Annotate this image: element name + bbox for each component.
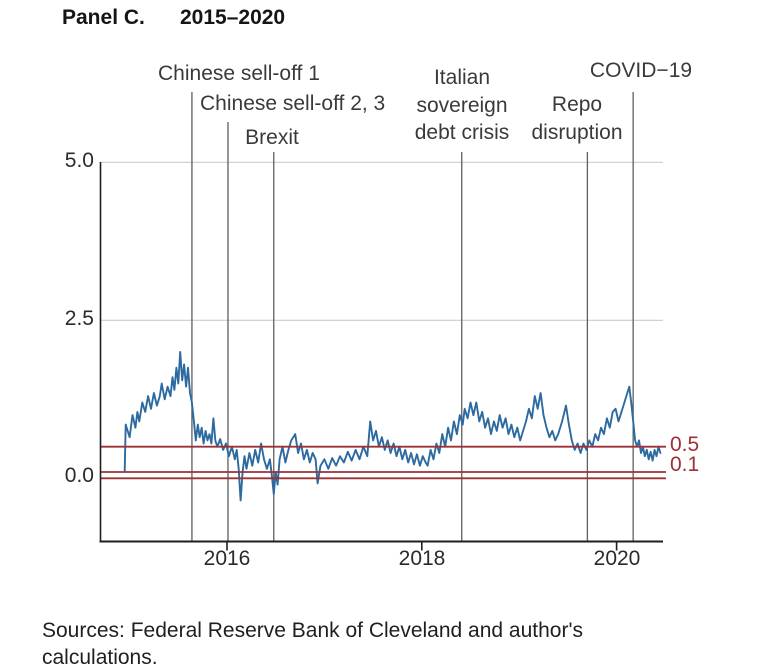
panel-label: Panel C. xyxy=(62,6,145,29)
x-tick-label-2016: 2016 xyxy=(203,547,251,570)
annotation-repo-line1: Repo xyxy=(551,93,603,116)
annotation-italian-line1: Italian xyxy=(433,66,491,89)
y-tick-label-0.0: 0.0 xyxy=(64,464,94,487)
annotation-italian-line2: sovereign xyxy=(416,94,508,117)
source-note: Sources: Federal Reserve Bank of Clevela… xyxy=(42,617,742,666)
annotation-covid-19: COVID−19 xyxy=(589,59,693,82)
annotation-brexit: Brexit xyxy=(245,126,299,149)
source-note-line2: calculations. xyxy=(42,646,158,666)
reference-label-0.5: 0.5 xyxy=(670,433,700,456)
annotation-chinese-selloff-1: Chinese sell-off 1 xyxy=(158,62,320,85)
y-tick-label-5.0: 5.0 xyxy=(64,149,94,172)
x-tick-label-2018: 2018 xyxy=(398,547,446,570)
figure-title: Panel C. 2015–2020 xyxy=(0,6,768,34)
annotation-repo-line2: disruption xyxy=(531,121,623,144)
reference-label-0.1: 0.1 xyxy=(670,453,700,476)
y-tick-label-2.5: 2.5 xyxy=(64,307,94,330)
x-tick-label-2020: 2020 xyxy=(593,547,641,570)
series-line-0 xyxy=(123,350,662,502)
panel-title: 2015–2020 xyxy=(180,6,286,29)
annotation-italian-line3: debt crisis xyxy=(414,121,510,144)
source-note-line1: Sources: Federal Reserve Bank of Clevela… xyxy=(42,619,583,642)
annotation-chinese-selloff-2-3: Chinese sell-off 2, 3 xyxy=(200,92,386,115)
